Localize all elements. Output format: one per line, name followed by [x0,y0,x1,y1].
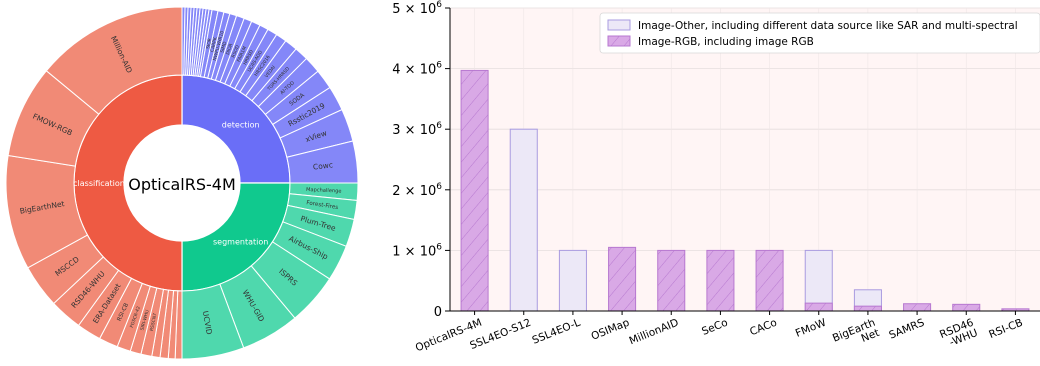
legend: Image-Other, including different data so… [599,12,1040,54]
x-tick-label: OSIMap [589,317,631,343]
x-tick-label: RSI-CB [987,317,1024,341]
sunburst-leaf-label: RSOD [230,44,241,59]
y-tick-label: 2 × 106 [392,182,442,199]
sunburst-center-label: OpticalRS-4M [128,175,236,194]
bar-other-ssl4eo-l [558,249,587,312]
x-tick-label: BigEarthNet [831,317,881,355]
sunburst-category-label: segmentation [213,238,268,247]
sunburst-category-label: detection [222,120,260,129]
x-tick-label: FMoW [794,316,829,339]
x-tick-label: CACo [748,317,779,339]
y-tick-label: 5 × 106 [392,0,442,17]
sunburst-leaf-label: Cowc [312,160,333,171]
legend-label: Image-RGB, including image RGB [638,36,814,48]
bar-rgb-opticalrs-4m [460,69,489,312]
legend-label: Image-Other, including different data so… [638,20,1018,32]
y-tick-label: 3 × 106 [392,121,442,138]
y-tick-label: 4 × 106 [392,61,442,78]
sunburst-leaf-label: Forest-Fires [306,200,339,211]
sunburst-leaf-label: RSSCN7 [149,312,159,331]
legend-swatch [607,35,631,47]
sunburst-leaf-label: SIMD [219,40,228,53]
sunburst-leaf-label: Mapchallenge [306,187,342,195]
bar-rgb-samrs [903,303,932,312]
y-tick-label: 0 [434,305,442,320]
sunburst-chart: detectionSIORCARPKNWPU-VHR10SIMDDIORRSOD… [5,6,359,360]
bar-rgb-fmow [804,302,833,312]
x-tick-label: RSD46-WHU [938,317,980,352]
bar-rgb-rsd46-whu [952,303,981,312]
y-tick-label: 1 × 106 [392,242,442,259]
x-tick-label: SSL4EO-L [531,317,583,347]
bar-other-fmow [804,249,833,312]
sunburst-leaf-label: SIOR [205,38,213,50]
legend-box [599,12,1040,54]
bar-rgb-bigearth-net [853,305,882,312]
sunburst-leaf-label: UCVID [201,310,214,335]
x-tick-label: SAMRS [887,317,926,342]
bar-other-ssl4eo-s12 [509,128,538,312]
bar-rgb-seco [706,249,735,312]
bar-rgb-caco [755,249,784,312]
x-tick-label: SeCo [700,317,729,338]
bar-rgb-millionaid [657,249,686,312]
sunburst-leaf-label: SIRI-WHU [139,309,150,331]
sunburst-leaf-label: DIOR [225,43,234,56]
plot-area [450,8,1040,311]
x-tick-label: MillionAID [628,317,681,348]
sunburst-leaf-label: CARPK [209,36,218,53]
sunburst-leaf-million-aid [45,6,183,115]
legend-swatch [607,19,631,31]
bar-rgb-osimap [608,246,637,312]
sunburst-category-label: classification [73,179,125,188]
